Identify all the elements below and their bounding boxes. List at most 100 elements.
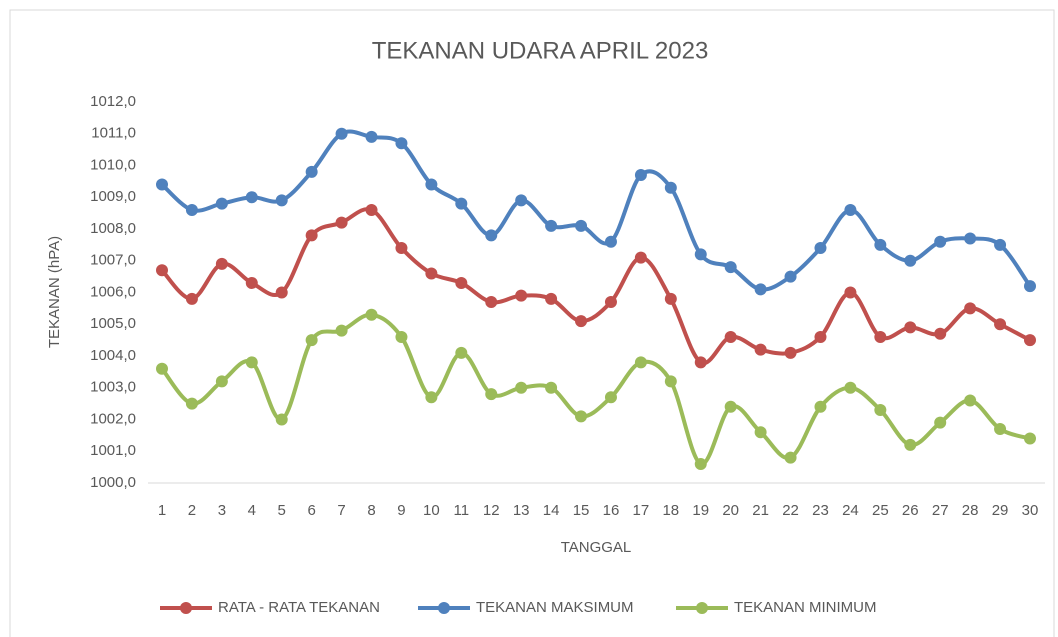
x-tick-label: 12 [483,502,500,519]
data-point [156,362,168,375]
data-point [784,451,797,464]
x-tick-label: 26 [902,502,919,519]
data-point [245,356,258,369]
data-point [305,165,318,178]
data-point [904,438,917,451]
data-point [245,191,258,204]
data-point [275,286,288,299]
data-point [604,235,617,248]
x-tick-label: 29 [992,502,1009,519]
data-point [934,327,947,340]
x-tick-label: 6 [307,502,315,519]
y-tick-label: 1003,0 [90,379,136,396]
data-point [994,238,1007,251]
data-point [156,178,168,191]
data-point [874,238,887,251]
data-point [1024,334,1036,347]
data-point [455,197,468,210]
data-point [634,356,647,369]
data-point [1024,432,1036,445]
data-point [575,410,588,423]
x-tick-label: 30 [1022,502,1039,519]
data-point [575,315,588,328]
x-tick-label: 8 [367,502,375,519]
data-point [844,203,857,216]
y-tick-label: 1007,0 [90,252,136,269]
data-point [664,292,677,305]
data-point [604,391,617,404]
y-tick-label: 1012,0 [90,93,136,110]
data-point [395,137,408,150]
x-tick-label: 1 [158,502,166,519]
data-point [724,400,737,413]
data-point [694,457,707,470]
x-tick-label: 7 [337,502,345,519]
data-point [694,356,707,369]
data-point [215,197,228,210]
y-tick-label: 1001,0 [90,442,136,459]
data-point [305,229,318,242]
data-point [814,400,827,413]
data-point [934,235,947,248]
data-point [335,216,348,229]
data-point [455,276,468,289]
data-point [365,203,378,216]
data-point [305,334,318,347]
x-tick-label: 28 [962,502,979,519]
y-tick-label: 1005,0 [90,315,136,332]
x-tick-label: 11 [454,502,470,519]
legend-marker [180,602,192,614]
data-point [784,346,797,359]
y-tick-label: 1011,0 [91,125,136,142]
data-point [515,194,528,207]
legend-marker [696,602,708,614]
x-tick-label: 20 [722,502,739,519]
data-point [634,251,647,264]
x-tick-label: 16 [603,502,620,519]
data-point [545,381,558,394]
x-tick-label: 4 [248,502,256,519]
data-point [844,286,857,299]
y-axis-label: TEKANAN (hPA) [46,236,63,348]
chart-border [9,9,1055,637]
data-point [964,394,977,407]
data-point [485,229,498,242]
x-tick-label: 3 [218,502,226,519]
x-tick-label: 2 [188,502,196,519]
data-point [335,127,348,140]
data-point [784,270,797,283]
data-point [1024,280,1036,293]
data-point [515,289,528,302]
data-point [994,318,1007,331]
x-tick-label: 13 [513,502,530,519]
data-point [904,321,917,334]
x-tick-label: 19 [692,502,709,519]
data-point [904,254,917,267]
x-axis-label: TANGGAL [561,539,632,556]
x-tick-label: 18 [662,502,679,519]
legend-label: TEKANAN MAKSIMUM [476,599,634,616]
data-point [365,308,378,321]
data-point [874,403,887,416]
data-point [694,248,707,261]
data-point [754,426,767,439]
data-point [545,292,558,305]
data-point [485,388,498,401]
data-point [754,343,767,356]
data-point [185,397,198,410]
y-tick-label: 1004,0 [90,347,136,364]
data-point [425,267,438,280]
chart-title: TEKANAN UDARA APRIL 2023 [372,37,709,64]
data-point [185,292,198,305]
data-point [814,330,827,343]
data-point [994,423,1007,436]
data-point [365,130,378,143]
data-point [425,178,438,191]
y-tick-label: 1006,0 [90,283,136,300]
data-point [485,296,498,309]
data-point [395,330,408,343]
legend-label: RATA - RATA TEKANAN [218,599,380,616]
x-tick-label: 24 [842,502,859,519]
x-tick-label: 21 [752,502,769,519]
